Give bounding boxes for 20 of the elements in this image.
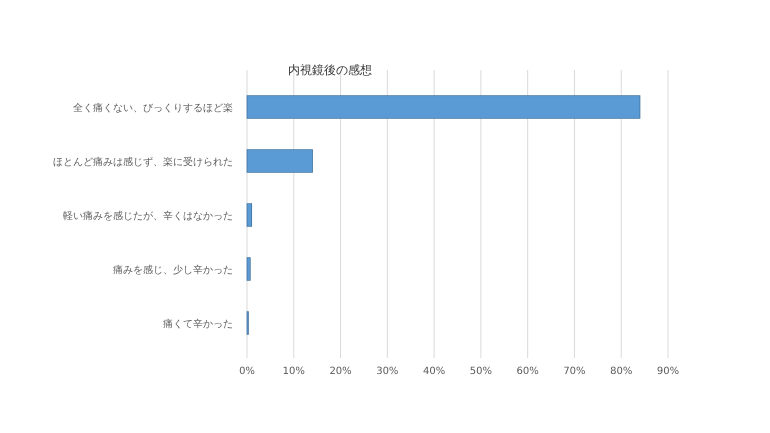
x-tick-label: 80%: [610, 366, 632, 377]
y-tick-label: 痛みを感じ、少し辛かった: [113, 264, 233, 276]
x-tick-label: 40%: [422, 366, 446, 377]
bar: [246, 257, 251, 281]
x-tick-label: 70%: [563, 366, 586, 377]
x-tick-label: 0%: [239, 366, 255, 377]
bar: [246, 95, 640, 119]
y-tick-label: 全く痛くない、びっくりするほど楽: [73, 102, 233, 114]
chart-title: 内視鏡後の感想: [288, 63, 372, 77]
y-tick-label: 痛くて辛かった: [163, 318, 233, 330]
x-tick-label: 20%: [329, 366, 352, 377]
x-tick-label: 60%: [516, 366, 539, 377]
y-tick-label: 軽い痛みを感じたが、辛くはなかった: [63, 210, 233, 222]
x-tick-label: 50%: [470, 366, 492, 377]
x-tick-label: 10%: [282, 366, 305, 377]
x-tick-label: 30%: [376, 366, 398, 377]
x-tick-label: 90%: [656, 366, 680, 377]
bar: [246, 203, 252, 227]
bar: [246, 149, 313, 173]
y-tick-label: ほとんど痛みは感じず、楽に受けられた: [53, 156, 233, 168]
